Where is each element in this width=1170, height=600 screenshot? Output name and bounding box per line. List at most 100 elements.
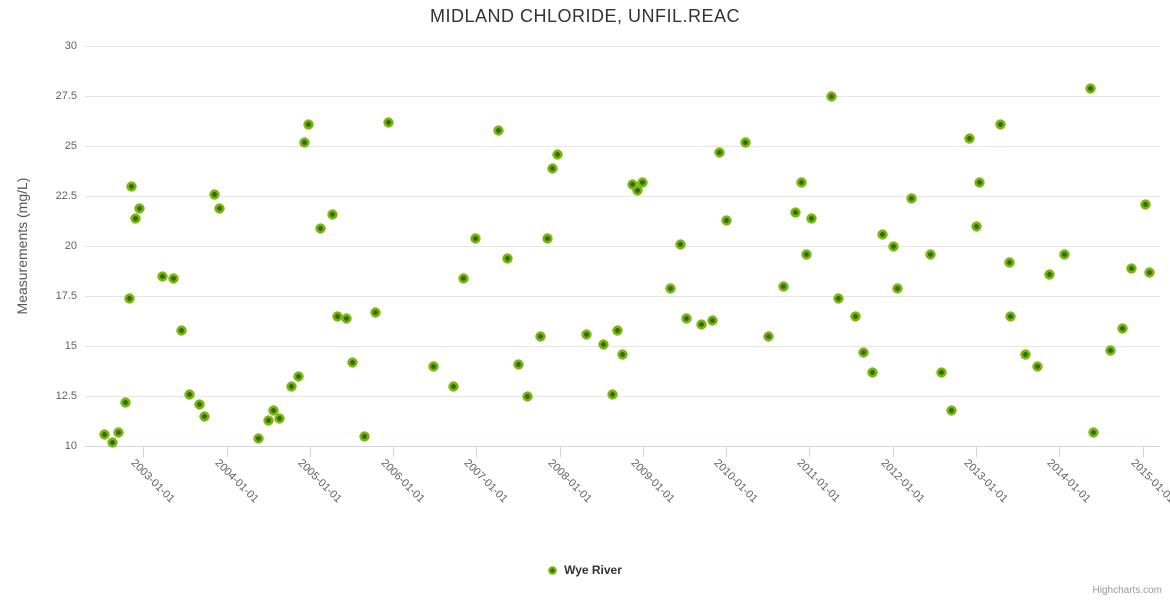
data-point[interactable] <box>1032 360 1044 372</box>
data-point[interactable] <box>994 118 1006 130</box>
data-point[interactable] <box>346 356 358 368</box>
data-point[interactable] <box>906 192 918 204</box>
data-point[interactable] <box>924 248 936 260</box>
data-point[interactable] <box>1087 426 1099 438</box>
data-point[interactable] <box>867 366 879 378</box>
data-point[interactable] <box>805 212 817 224</box>
data-point[interactable] <box>892 282 904 294</box>
data-point[interactable] <box>1143 266 1155 278</box>
data-point[interactable] <box>112 426 124 438</box>
data-point[interactable] <box>370 306 382 318</box>
data-point[interactable] <box>252 432 264 444</box>
data-point[interactable] <box>98 428 110 440</box>
data-point[interactable] <box>167 272 179 284</box>
data-point[interactable] <box>383 116 395 128</box>
data-point[interactable] <box>292 370 304 382</box>
data-point[interactable] <box>470 232 481 244</box>
data-point[interactable] <box>176 324 188 336</box>
data-point[interactable] <box>541 232 553 244</box>
data-point[interactable] <box>315 222 327 234</box>
data-point[interactable] <box>107 436 118 448</box>
y-gridline <box>85 46 1160 47</box>
data-point[interactable] <box>493 124 505 136</box>
data-point[interactable] <box>521 390 533 402</box>
data-point[interactable] <box>535 330 546 342</box>
data-point[interactable] <box>973 176 985 188</box>
data-point[interactable] <box>1126 262 1138 274</box>
data-point[interactable] <box>1084 82 1096 94</box>
data-point[interactable] <box>1139 198 1151 210</box>
data-point[interactable] <box>193 398 205 410</box>
data-point[interactable] <box>825 90 837 102</box>
data-point[interactable] <box>130 212 142 224</box>
data-point[interactable] <box>580 328 592 340</box>
data-point[interactable] <box>611 324 623 336</box>
data-point[interactable] <box>598 338 610 350</box>
data-point[interactable] <box>551 148 563 160</box>
data-point[interactable] <box>778 280 790 292</box>
data-point[interactable] <box>331 310 343 322</box>
data-point[interactable] <box>877 228 889 240</box>
data-point[interactable] <box>208 188 220 200</box>
data-point[interactable] <box>126 180 138 192</box>
data-point[interactable] <box>606 388 618 400</box>
y-axis-label: 27.5 <box>55 90 77 102</box>
data-point[interactable] <box>970 220 982 232</box>
data-point[interactable] <box>1020 348 1032 360</box>
data-point[interactable] <box>720 214 732 226</box>
data-point[interactable] <box>286 380 297 392</box>
data-point[interactable] <box>801 248 813 260</box>
data-point[interactable] <box>123 292 135 304</box>
data-point[interactable] <box>326 208 338 220</box>
data-point[interactable] <box>457 272 469 284</box>
data-point[interactable] <box>858 346 870 358</box>
data-point[interactable] <box>680 312 692 324</box>
data-point[interactable] <box>632 184 644 196</box>
data-point[interactable] <box>714 146 725 158</box>
x-axis-label: 2015-01-01 <box>1128 457 1170 506</box>
legend-item-wye-river[interactable]: Wye River <box>548 563 622 577</box>
data-point[interactable] <box>341 312 352 324</box>
credits-link[interactable]: Highcharts.com <box>1092 585 1162 596</box>
data-point[interactable] <box>183 388 195 400</box>
data-point[interactable] <box>739 136 751 148</box>
data-point[interactable] <box>501 252 513 264</box>
data-point[interactable] <box>546 162 558 174</box>
data-point[interactable] <box>695 318 707 330</box>
data-point[interactable] <box>1043 268 1055 280</box>
data-point[interactable] <box>1104 344 1116 356</box>
data-point[interactable] <box>267 404 279 416</box>
data-point[interactable] <box>262 414 274 426</box>
data-point[interactable] <box>946 404 958 416</box>
data-point[interactable] <box>636 176 648 188</box>
data-point[interactable] <box>936 366 948 378</box>
data-point[interactable] <box>706 314 718 326</box>
data-point[interactable] <box>213 202 225 214</box>
data-point[interactable] <box>963 132 975 144</box>
data-point[interactable] <box>156 270 168 282</box>
data-point[interactable] <box>627 178 639 190</box>
data-point[interactable] <box>833 292 845 304</box>
data-point[interactable] <box>664 282 676 294</box>
data-point[interactable] <box>447 380 459 392</box>
data-point[interactable] <box>674 238 686 250</box>
data-point[interactable] <box>513 358 525 370</box>
data-point[interactable] <box>428 360 440 372</box>
data-point[interactable] <box>358 430 370 442</box>
data-point[interactable] <box>119 396 131 408</box>
data-point[interactable] <box>1117 322 1128 334</box>
data-point[interactable] <box>1003 256 1015 268</box>
data-point[interactable] <box>302 118 314 130</box>
data-point[interactable] <box>274 412 286 424</box>
data-point[interactable] <box>1004 310 1016 322</box>
data-point[interactable] <box>617 348 629 360</box>
data-point[interactable] <box>1058 248 1070 260</box>
data-point[interactable] <box>888 240 899 252</box>
data-point[interactable] <box>763 330 775 342</box>
data-point[interactable] <box>133 202 145 214</box>
data-point[interactable] <box>299 136 311 148</box>
data-point[interactable] <box>795 176 807 188</box>
data-point[interactable] <box>199 410 211 422</box>
data-point[interactable] <box>849 310 861 322</box>
data-point[interactable] <box>789 206 801 218</box>
